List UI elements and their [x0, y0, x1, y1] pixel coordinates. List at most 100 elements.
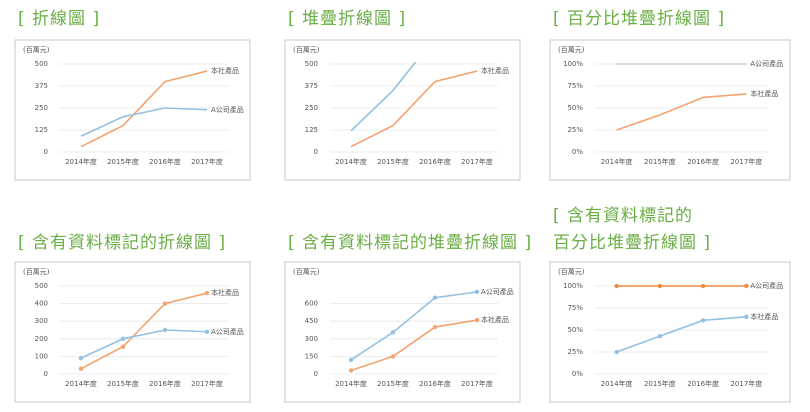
y-tick-label: 0% — [572, 370, 583, 378]
chart-frame — [14, 39, 251, 181]
unit-label: (百萬元) — [558, 45, 585, 54]
data-marker — [700, 284, 706, 289]
x-tick-label: 2017年度 — [730, 379, 762, 388]
data-marker — [390, 330, 396, 335]
unit-label: (百萬元) — [293, 45, 320, 54]
x-tick-label: 2014年度 — [65, 157, 97, 166]
unit-label: (百萬元) — [23, 45, 50, 54]
data-marker — [162, 301, 168, 306]
x-tick-label: 2016年度 — [419, 157, 451, 166]
y-tick-label: 0 — [44, 148, 48, 156]
series-line — [350, 291, 478, 361]
x-tick-label: 2015年度 — [107, 379, 139, 388]
y-tick-label: 25% — [567, 348, 583, 356]
x-tick-label: 2016年度 — [149, 379, 181, 388]
unit-label: (百萬元) — [23, 267, 50, 276]
y-tick-label: 500 — [35, 282, 48, 290]
series-label: 本社產品 — [481, 66, 509, 75]
data-marker — [78, 355, 84, 361]
x-tick-label: 2015年度 — [107, 157, 139, 166]
y-tick-label: 375 — [305, 82, 318, 90]
data-marker — [78, 366, 84, 371]
y-tick-label: 75% — [567, 82, 583, 90]
y-tick-label: 125 — [305, 126, 318, 134]
chart-title: [ 折線圖 ] — [18, 9, 101, 29]
chart-title: [ 堆疊折線圖 ] — [288, 9, 407, 29]
x-tick-label: 2015年度 — [644, 379, 676, 388]
data-marker — [120, 336, 126, 341]
series-line — [80, 70, 208, 148]
y-tick-label: 0% — [572, 148, 583, 156]
y-tick-label: 50% — [567, 104, 583, 112]
y-tick-label: 25% — [567, 126, 583, 134]
data-marker — [390, 354, 396, 359]
unit-label: (百萬元) — [558, 267, 585, 276]
chart-frame — [284, 261, 521, 403]
series-label: A公司產品 — [481, 287, 514, 296]
x-tick-label: 2017年度 — [461, 379, 493, 388]
y-tick-label: 450 — [305, 317, 318, 325]
x-tick-label: 2014年度 — [335, 379, 367, 388]
data-marker — [348, 368, 354, 373]
y-tick-label: 500 — [305, 60, 318, 68]
data-marker — [614, 284, 619, 289]
data-marker — [120, 344, 126, 349]
y-tick-label: 50% — [567, 326, 583, 334]
data-marker — [474, 289, 480, 295]
data-marker — [657, 284, 663, 289]
data-marker — [657, 333, 663, 339]
x-tick-label: 2015年度 — [377, 379, 409, 388]
series-label: 本社產品 — [211, 288, 239, 297]
series-line — [80, 292, 208, 370]
y-tick-label: 300 — [35, 317, 48, 325]
x-tick-label: 2017年度 — [191, 157, 223, 166]
x-tick-label: 2017年度 — [191, 379, 223, 388]
series-label: A公司產品 — [211, 327, 244, 336]
y-tick-label: 0 — [314, 370, 318, 378]
data-marker — [432, 295, 438, 300]
y-tick-label: 200 — [35, 335, 48, 343]
data-marker — [744, 314, 749, 319]
data-marker — [744, 284, 749, 289]
x-tick-label: 2015年度 — [377, 157, 409, 166]
y-tick-label: 375 — [35, 82, 48, 90]
y-tick-label: 400 — [35, 300, 48, 308]
series-line — [350, 62, 417, 132]
chart-title: [ 含有資料標記的堆疊折線圖 ] — [288, 233, 533, 253]
y-tick-label: 250 — [305, 104, 318, 112]
series-label: A公司產品 — [750, 281, 783, 290]
data-marker — [432, 324, 438, 330]
series-label: 本社產品 — [750, 89, 778, 98]
series-label: 本社產品 — [750, 312, 778, 321]
plot — [614, 284, 749, 355]
y-tick-label: 150 — [305, 352, 318, 360]
data-marker — [204, 290, 210, 296]
data-marker — [700, 318, 706, 323]
x-tick-label: 2015年度 — [644, 157, 676, 166]
series-line — [350, 70, 478, 148]
y-tick-label: 0 — [44, 370, 48, 378]
x-tick-label: 2016年度 — [419, 379, 451, 388]
series-label: A公司產品 — [750, 59, 783, 68]
series-label: 本社產品 — [211, 66, 239, 75]
x-tick-label: 2017年度 — [730, 157, 762, 166]
x-tick-label: 2014年度 — [65, 379, 97, 388]
x-tick-label: 2014年度 — [601, 379, 633, 388]
chart-title: [ 含有資料標記的折線圖 ] — [18, 233, 227, 253]
x-tick-label: 2016年度 — [687, 379, 719, 388]
plot — [350, 62, 478, 148]
y-tick-label: 250 — [35, 104, 48, 112]
x-tick-label: 2014年度 — [335, 157, 367, 166]
plot — [80, 70, 208, 148]
plot — [348, 289, 480, 373]
y-tick-label: 100 — [35, 352, 48, 360]
y-tick-label: 100% — [563, 282, 583, 290]
data-marker — [348, 357, 354, 363]
data-marker — [614, 349, 619, 355]
x-tick-label: 2016年度 — [687, 157, 719, 166]
series-line — [616, 316, 747, 353]
x-tick-label: 2017年度 — [461, 157, 493, 166]
series-line — [80, 329, 208, 359]
series-line — [616, 93, 747, 131]
series-label: A公司產品 — [211, 105, 244, 114]
